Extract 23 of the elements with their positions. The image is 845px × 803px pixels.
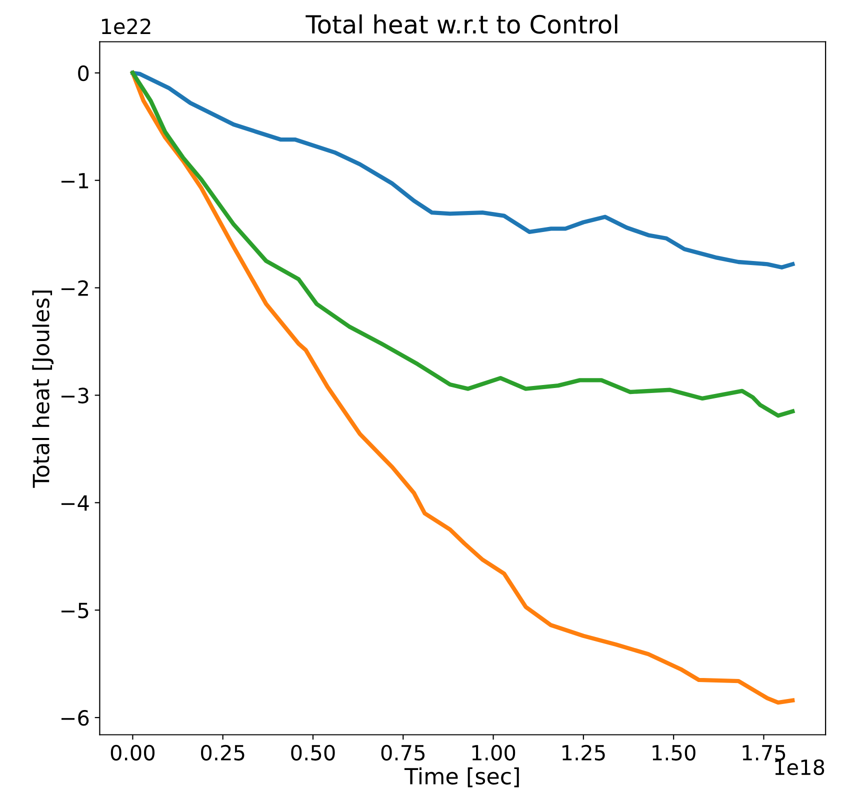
- x-tick-label: 1.00: [472, 744, 516, 761]
- line-series: [130, 70, 795, 705]
- x-tick-label: 0.50: [291, 744, 335, 761]
- x-tick-label: 1.50: [652, 744, 696, 761]
- line-series: [130, 70, 795, 418]
- x-axis-title: Time [sec]: [404, 767, 519, 788]
- y-tick-label: −6: [61, 710, 89, 726]
- y-axis-title: Total heat [Joules]: [32, 290, 54, 488]
- y-tick-label: −5: [61, 602, 88, 618]
- y-tick-label: −4: [61, 495, 89, 511]
- chart-title: Total heat w.r.t to Control: [306, 14, 618, 34]
- y-tick-label: −2: [61, 280, 88, 296]
- text: 1e22: [102, 18, 150, 34]
- y-tick-label: −3: [61, 388, 88, 404]
- x-tick-label: 1.25: [562, 744, 605, 761]
- line-series: [130, 70, 795, 270]
- x-tick-label: 0.25: [201, 744, 244, 761]
- y-tick-label: 0: [78, 65, 89, 82]
- x-tick-label: 0.75: [381, 744, 425, 761]
- x-tick-label: 1.75: [742, 745, 786, 761]
- y-tick-label: −1: [61, 173, 88, 188]
- text: 1e18: [775, 759, 824, 776]
- x-tick-label: 0.00: [110, 744, 155, 761]
